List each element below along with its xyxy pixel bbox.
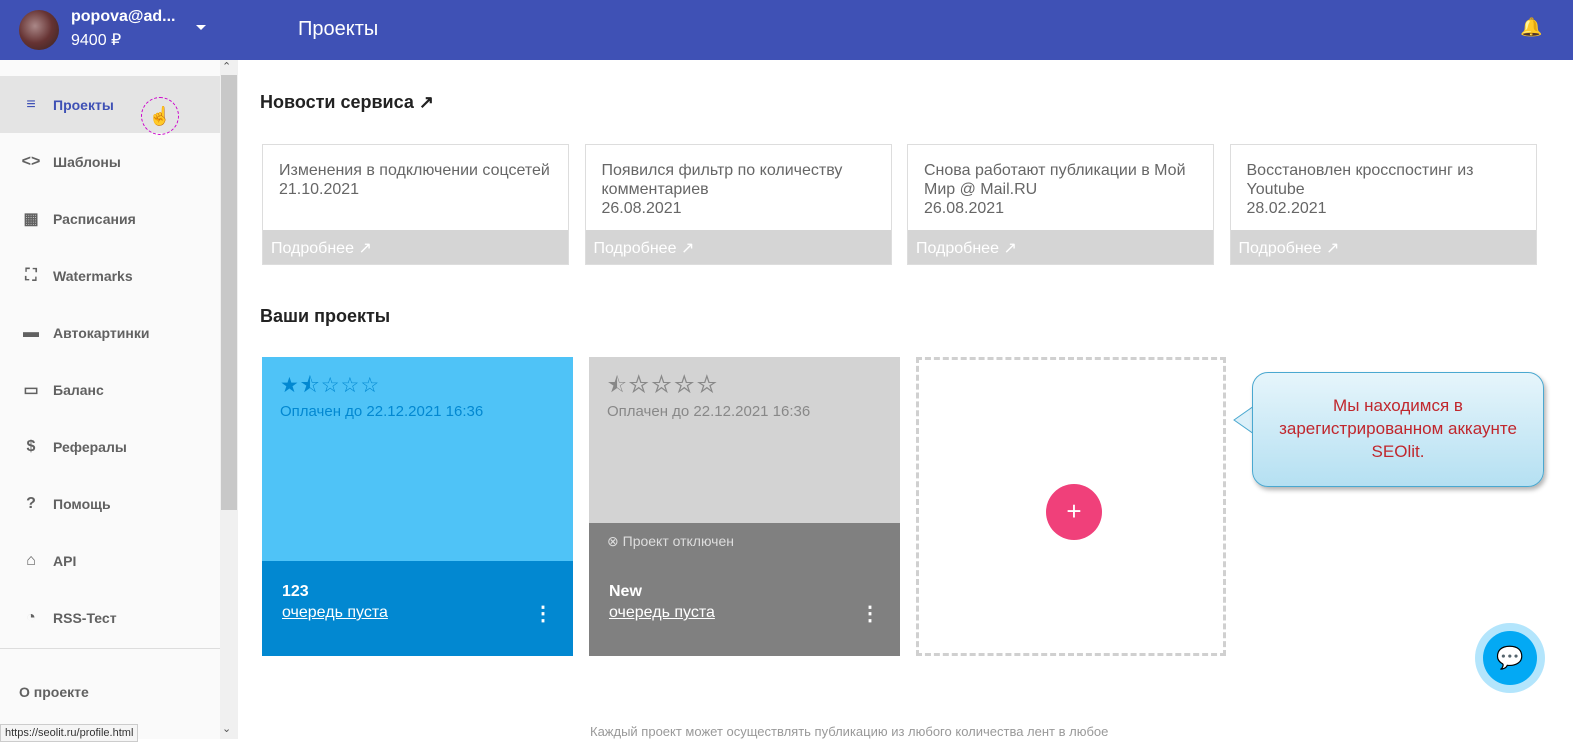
- rating-stars: ⯪☆☆☆☆: [607, 374, 719, 397]
- external-link-icon: ↗: [1325, 240, 1340, 257]
- add-project-card: +: [916, 357, 1226, 656]
- news-more-link[interactable]: Подробнее ↗: [908, 230, 1213, 264]
- news-date: 21.10.2021: [279, 181, 360, 198]
- news-card: Восстановлен кросспостинг из Youtube 28.0…: [1229, 144, 1537, 265]
- sidebar-item-4[interactable]: ▬ Автокартинки: [0, 304, 220, 361]
- sidebar-item-label: Помощь: [53, 495, 111, 512]
- external-link-icon: ↗: [680, 240, 695, 257]
- divider: [0, 648, 220, 649]
- nav-icon: $: [26, 437, 36, 455]
- top-bar: popova@ad... 9400 ₽ Проекты 🔔: [0, 0, 1573, 60]
- nav-icon: ▭: [23, 381, 39, 399]
- chat-button[interactable]: 💬: [1475, 623, 1545, 693]
- news-more-link[interactable]: Подробнее ↗: [1230, 230, 1536, 264]
- news-card: Изменения в подключении соцсетей 21.10.20…: [262, 144, 569, 265]
- scrollbar-thumb[interactable]: [221, 75, 237, 510]
- paid-until: Оплачен до 22.12.2021 16:36: [607, 403, 811, 420]
- queue-link[interactable]: очередь пуста: [282, 604, 388, 621]
- user-email[interactable]: popova@ad...: [71, 8, 176, 25]
- projects-heading: Ваши проекты: [260, 306, 391, 326]
- nav-icon: ?: [26, 494, 36, 512]
- sidebar-item-3[interactable]: ⛶ Watermarks: [0, 247, 220, 304]
- hand-cursor-icon: ☝: [141, 97, 179, 135]
- footer-text: Каждый проект может осуществлять публика…: [590, 724, 1109, 739]
- external-link-icon: ↗: [1003, 240, 1017, 257]
- project-card[interactable]: ⯪☆☆☆☆ Оплачен до 22.12.2021 16:36 ⊗ Прое…: [589, 357, 900, 656]
- disabled-icon: ⊗: [607, 533, 619, 549]
- news-title[interactable]: Снова работают публикации в Мой Мир @ Ma…: [924, 162, 1186, 198]
- external-link-icon: ↗: [418, 92, 434, 112]
- chevron-down-icon[interactable]: [196, 25, 206, 30]
- project-status: ⊗ Проект отключен: [589, 523, 900, 561]
- sidebar-item-label: Проекты: [53, 96, 114, 113]
- sidebar-item-label: API: [53, 552, 77, 569]
- sidebar-item-1[interactable]: <> Шаблоны: [0, 133, 220, 190]
- user-balance: 9400 ₽: [71, 32, 122, 49]
- news-title: Новости сервиса: [260, 92, 414, 112]
- nav-icon: <>: [21, 152, 41, 170]
- sidebar-item-label: Рефералы: [53, 438, 127, 455]
- sidebar-item-label: Шаблоны: [53, 153, 121, 170]
- paid-until: Оплачен до 22.12.2021 16:36: [280, 403, 484, 420]
- news-card: Появился фильтр по количеству комментари…: [584, 144, 892, 265]
- queue-link[interactable]: очередь пуста: [609, 604, 715, 621]
- sidebar-item-label: Автокартинки: [53, 324, 150, 341]
- sidebar-item-label: Баланс: [53, 381, 104, 398]
- project-name[interactable]: 123: [282, 583, 309, 600]
- tooltip-callout: Мы находимся в зарегистрированном аккаун…: [1252, 372, 1544, 487]
- project-footer: New очередь пуста ⋮: [589, 561, 900, 656]
- rating-stars: ★⯪☆☆☆: [280, 374, 381, 397]
- news-title[interactable]: Изменения в подключении соцсетей: [279, 162, 550, 179]
- sidebar-item-6[interactable]: $ Рефералы: [0, 418, 220, 475]
- sidebar-item-9[interactable]: ◔ RSS-Тест: [0, 589, 220, 646]
- news-heading[interactable]: Новости сервиса ↗: [260, 92, 434, 113]
- news-date: 26.08.2021: [601, 200, 682, 217]
- nav-icon: ◔: [26, 608, 36, 626]
- news-date: 26.08.2021: [924, 200, 1005, 217]
- more-vert-icon[interactable]: ⋮: [533, 603, 553, 625]
- nav-icon: ⌂: [26, 551, 36, 569]
- sidebar-item-8[interactable]: ⌂ API: [0, 532, 220, 589]
- sidebar-item-label: Расписания: [53, 210, 136, 227]
- project-footer: 123 очередь пуста ⋮: [262, 561, 573, 656]
- project-card[interactable]: ★⯪☆☆☆ Оплачен до 22.12.2021 16:36 123 оч…: [262, 357, 573, 656]
- page-title: Проекты: [298, 18, 379, 40]
- external-link-icon: ↗: [358, 240, 372, 257]
- sidebar-item-about[interactable]: О проекте: [19, 684, 89, 700]
- add-project-button[interactable]: +: [1046, 484, 1102, 540]
- news-date: 28.02.2021: [1246, 200, 1327, 217]
- news-card: Снова работают публикации в Мой Мир @ Ma…: [907, 144, 1214, 265]
- more-vert-icon[interactable]: ⋮: [860, 603, 880, 625]
- scroll-up-icon[interactable]: ⌃: [222, 61, 232, 73]
- project-name[interactable]: New: [609, 583, 642, 600]
- sidebar-item-label: Watermarks: [53, 267, 133, 284]
- nav-icon: ⛶: [25, 266, 37, 284]
- news-more-link[interactable]: Подробнее ↗: [263, 230, 568, 264]
- sidebar: ≡ Проекты <> Шаблоны ▦ Расписания ⛶ Watermarks ▬…: [0, 60, 238, 739]
- sidebar-item-label: RSS-Тест: [53, 609, 117, 626]
- sidebar-item-7[interactable]: ? Помощь: [0, 475, 220, 532]
- avatar[interactable]: [19, 10, 59, 50]
- nav-icon: ≡: [26, 95, 36, 113]
- scroll-down-icon[interactable]: ⌄: [222, 723, 232, 735]
- sidebar-item-2[interactable]: ▦ Расписания: [0, 190, 220, 247]
- status-url: https://seolit.ru/profile.html: [0, 724, 139, 742]
- bell-icon[interactable]: 🔔: [1520, 17, 1543, 37]
- news-more-link[interactable]: Подробнее ↗: [585, 230, 891, 264]
- sidebar-item-5[interactable]: ▭ Баланс: [0, 361, 220, 418]
- nav-icon: ▦: [23, 210, 39, 228]
- nav-icon: ▬: [23, 323, 39, 341]
- chat-icon: 💬: [1483, 631, 1537, 685]
- news-title[interactable]: Восстановлен кросспостинг из Youtube: [1246, 162, 1474, 198]
- news-title[interactable]: Появился фильтр по количеству комментари…: [601, 162, 843, 198]
- sidebar-item-0[interactable]: ≡ Проекты: [0, 76, 220, 133]
